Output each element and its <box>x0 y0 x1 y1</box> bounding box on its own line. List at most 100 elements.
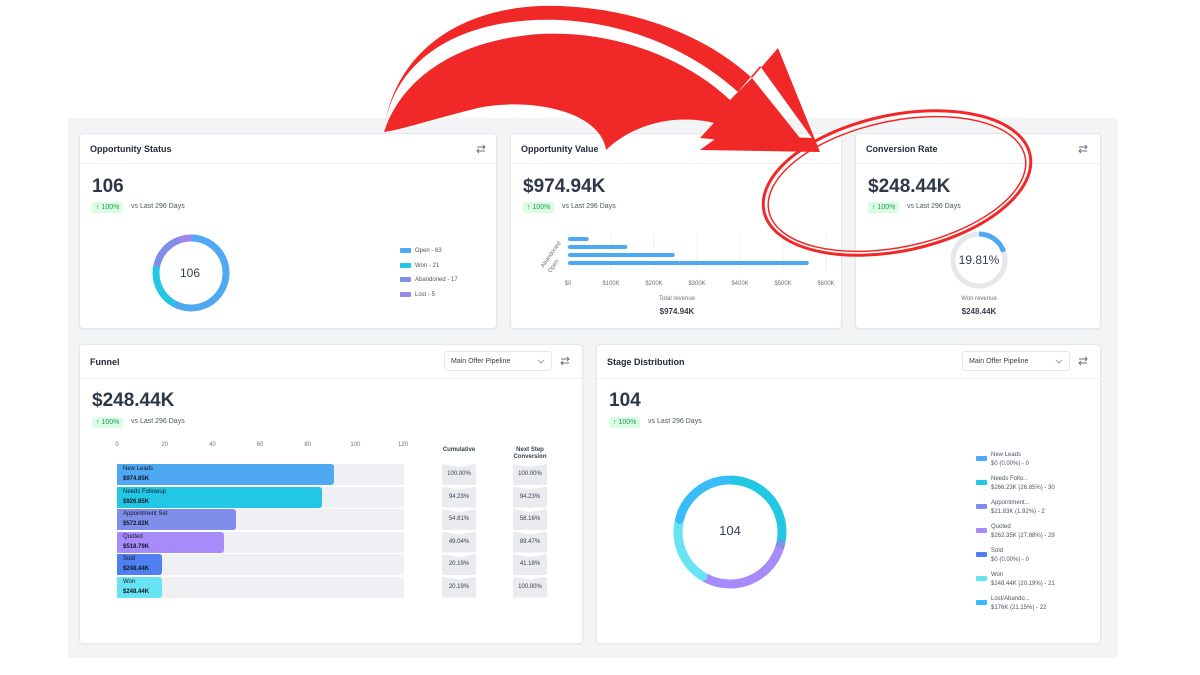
card-header: Stage Distribution Main Offer Pipeline <box>597 345 1100 379</box>
legend-swatch <box>400 248 411 253</box>
swap-arrows-icon[interactable] <box>474 142 488 156</box>
cumulative-header: Cumulative <box>442 447 476 453</box>
funnel-bar <box>117 554 162 575</box>
stage-value: $974.85K <box>123 476 150 482</box>
funnel-bar <box>117 464 335 485</box>
legend-detail: $266.23K (26.85%) - 30 <box>991 485 1055 491</box>
change-badge: ↑ 100% <box>92 417 124 428</box>
legend-detail: $0 (0.00%) - 0 <box>991 461 1030 467</box>
x-tick-label: 20 <box>161 442 168 448</box>
stage-value: $518.79K <box>123 543 150 550</box>
pipeline-select[interactable]: Main Offer Pipeline <box>962 351 1070 371</box>
won-revenue-value: $248.44K <box>961 307 997 316</box>
legend-item: Abandoned - 17 <box>400 277 458 283</box>
x-tick-label: 40 <box>208 442 216 448</box>
pipeline-select-value: Main Offer Pipeline <box>969 358 1029 365</box>
value-bar <box>568 253 675 257</box>
legend-label: New Leads <box>991 452 1022 458</box>
donut-segment <box>673 475 787 589</box>
legend-detail: $21.83K (1.92%) - 2 <box>991 509 1045 515</box>
compare-text: vs Last 296 Days <box>131 418 185 425</box>
legend-detail: $0 (0.00%) - 0 <box>991 557 1030 563</box>
stage-value: $572.82K <box>123 521 150 527</box>
legend-swatch <box>400 291 411 297</box>
x-tick-label: 100 <box>350 442 361 448</box>
legend-detail: $262.35K (27.88%) - 29 <box>991 533 1055 539</box>
x-tick-label: $600K <box>817 281 834 287</box>
legend-label: Lost - 5 <box>415 291 436 298</box>
status-donut-chart <box>152 234 230 312</box>
swap-arrows-icon[interactable] <box>1076 354 1090 368</box>
legend-swatch <box>976 552 987 557</box>
metric-value: $248.44K <box>868 176 951 197</box>
funnel-bar <box>117 531 224 553</box>
legend-label: Won <box>991 572 1004 578</box>
cumulative-cell: 49.04% <box>442 531 476 553</box>
stage-name: Appointment Set <box>123 511 168 517</box>
card-header: Funnel Main Offer Pipeline <box>80 345 582 379</box>
legend-label: Appointment... <box>991 500 1030 506</box>
x-tick-label: 0 <box>115 442 119 448</box>
total-revenue-value: $974.94K <box>659 307 695 316</box>
pipeline-select[interactable]: Main Offer Pipeline <box>444 351 552 371</box>
card-title: Opportunity Value <box>521 144 599 154</box>
next-step-cell: 94.23% <box>513 486 547 508</box>
chevron-down-icon <box>1055 359 1063 364</box>
legend-swatch <box>400 277 411 282</box>
stage-name: Sold <box>123 556 136 562</box>
next-step-cell: 100.00% <box>513 576 547 598</box>
next-step-header: Next Step <box>516 447 544 453</box>
stage-name: Needs Followup <box>123 488 167 495</box>
next-step-cell: 41.18% <box>513 554 547 575</box>
stage-name: New Leads <box>123 466 154 472</box>
value-bar <box>568 245 628 249</box>
x-tick-label: $100K <box>602 281 619 287</box>
gauge-percent: 19.81% <box>958 253 1000 267</box>
stage-value: $248.44K <box>123 566 150 572</box>
opportunity-value-card: Opportunity Value $974.94K ↑ 100% vs Las… <box>510 133 842 329</box>
legend-swatch <box>976 456 987 461</box>
x-tick-label: $500K <box>774 281 791 287</box>
compare-text: vs Last 296 Days <box>131 203 185 210</box>
conversion-rate-card: Conversion Rate $248.44K ↑ 100% vs Last … <box>855 133 1101 329</box>
stage-value: $926.85K <box>123 498 150 505</box>
next-step-cell: 89.47% <box>513 531 547 553</box>
legend-label: Lost/Abando... <box>991 596 1030 602</box>
card-title: Opportunity Status <box>90 144 172 154</box>
next-step-header: Conversion <box>513 454 547 460</box>
change-badge: ↑ 100% <box>92 202 124 213</box>
metric-value: 106 <box>92 176 124 197</box>
cumulative-cell: 20.19% <box>442 554 476 575</box>
pipeline-select-value: Main Offer Pipeline <box>451 358 511 365</box>
x-tick-label: $0 <box>565 281 572 287</box>
x-tick-label: $200K <box>645 281 662 287</box>
cumulative-cell: 20.19% <box>442 576 476 598</box>
funnel-bar <box>117 486 322 508</box>
next-step-cell: 100.00% <box>513 464 547 485</box>
legend-item: Won - 21 <box>400 262 440 269</box>
swap-arrows-icon[interactable] <box>558 354 572 368</box>
total-revenue-label: Total revenue <box>658 296 696 302</box>
opportunity-status-card: Opportunity Status 106 ↑ 100% vs Last 29… <box>79 133 497 329</box>
funnel-bar <box>117 509 237 530</box>
x-tick-label: 120 <box>397 442 408 448</box>
stage-value: $248.44K <box>123 588 150 595</box>
legend-swatch <box>400 262 411 268</box>
legend-label: Needs Follo... <box>991 476 1029 482</box>
x-tick-label: 60 <box>256 442 264 448</box>
won-revenue-label: Won revenue <box>961 296 997 302</box>
legend-label: Sold <box>991 548 1004 554</box>
funnel-track <box>117 554 404 575</box>
funnel-bar <box>117 576 162 598</box>
legend-swatch <box>976 576 987 581</box>
card-header: Opportunity Value <box>511 134 841 164</box>
funnel-card: Funnel Main Offer Pipeline $248.44K ↑ 10… <box>79 344 583 644</box>
legend-swatch <box>976 600 987 605</box>
card-title: Funnel <box>90 357 120 367</box>
donut-center-value: 106 <box>179 266 201 280</box>
cumulative-cell: 54.81% <box>442 509 476 530</box>
legend-label: Abandoned - 17 <box>415 277 458 284</box>
donut-segment <box>152 234 230 312</box>
swap-arrows-icon[interactable] <box>1076 142 1090 156</box>
legend-label: Won - 21 <box>415 262 440 269</box>
